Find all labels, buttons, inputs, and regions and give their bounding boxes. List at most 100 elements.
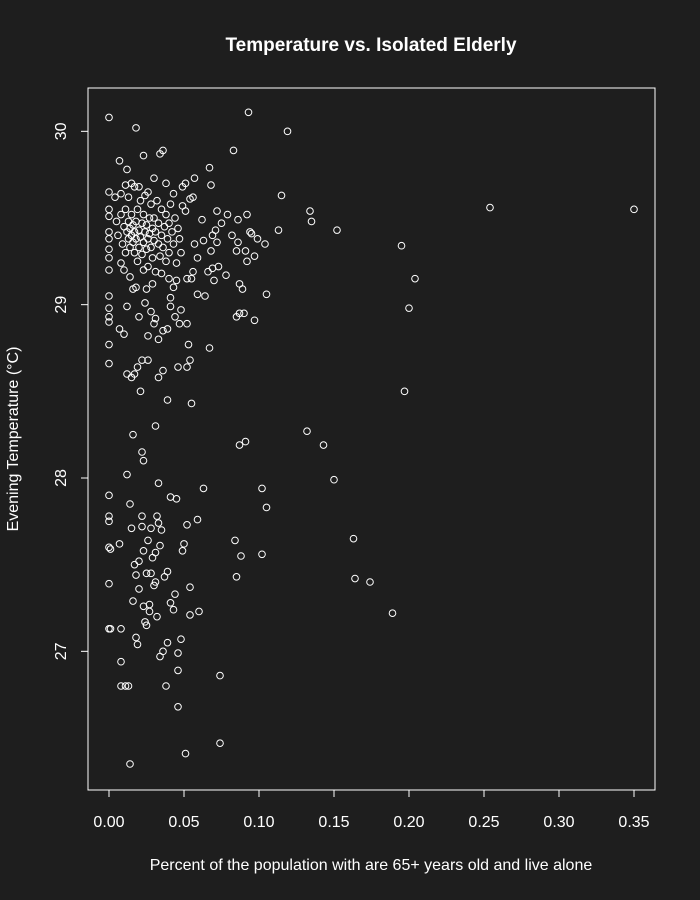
point bbox=[183, 521, 191, 529]
point bbox=[261, 240, 269, 248]
point bbox=[210, 276, 218, 285]
x-tick-label: 0.05 bbox=[168, 814, 199, 831]
point bbox=[166, 302, 175, 311]
point bbox=[132, 235, 140, 243]
point bbox=[148, 280, 157, 288]
point bbox=[139, 266, 148, 274]
point bbox=[165, 219, 173, 227]
point bbox=[303, 427, 311, 436]
point bbox=[105, 340, 113, 349]
point bbox=[141, 618, 149, 626]
point bbox=[144, 536, 152, 545]
point bbox=[165, 274, 173, 283]
point bbox=[147, 243, 155, 252]
point bbox=[229, 146, 238, 155]
point bbox=[132, 283, 140, 292]
point bbox=[250, 316, 259, 325]
point bbox=[120, 330, 128, 338]
point bbox=[142, 621, 151, 630]
point bbox=[198, 215, 206, 224]
point bbox=[117, 259, 125, 267]
point bbox=[150, 174, 158, 182]
point bbox=[163, 396, 172, 404]
point bbox=[253, 235, 262, 243]
point bbox=[121, 205, 130, 214]
point bbox=[400, 387, 409, 396]
point bbox=[247, 229, 256, 238]
point bbox=[147, 524, 155, 533]
point bbox=[151, 578, 160, 586]
point bbox=[208, 264, 217, 273]
point bbox=[115, 325, 124, 333]
point bbox=[117, 682, 125, 690]
point bbox=[228, 231, 236, 240]
point bbox=[118, 240, 127, 248]
point bbox=[153, 612, 161, 621]
point bbox=[153, 196, 161, 205]
point bbox=[157, 526, 166, 534]
point bbox=[168, 228, 176, 236]
point bbox=[145, 600, 154, 609]
point bbox=[163, 235, 172, 243]
point bbox=[190, 174, 199, 182]
point bbox=[129, 430, 137, 439]
point bbox=[154, 219, 163, 227]
point bbox=[216, 671, 224, 680]
point bbox=[154, 519, 163, 527]
point bbox=[283, 127, 292, 136]
point bbox=[159, 326, 167, 335]
point bbox=[135, 557, 143, 566]
y-tick-label: 29 bbox=[53, 296, 70, 314]
point bbox=[117, 625, 125, 633]
point bbox=[222, 271, 230, 280]
point bbox=[135, 585, 143, 593]
point bbox=[243, 257, 251, 266]
point bbox=[199, 236, 208, 245]
point bbox=[177, 635, 185, 644]
point bbox=[105, 313, 113, 321]
point bbox=[172, 259, 181, 267]
point bbox=[150, 214, 158, 222]
point bbox=[388, 609, 397, 618]
point bbox=[180, 540, 188, 548]
point bbox=[208, 231, 217, 240]
point bbox=[162, 179, 170, 188]
point bbox=[159, 366, 167, 375]
point bbox=[181, 749, 190, 758]
point bbox=[213, 207, 221, 215]
point bbox=[306, 207, 314, 215]
point bbox=[319, 441, 328, 449]
point bbox=[159, 243, 167, 252]
point bbox=[123, 165, 131, 174]
point bbox=[243, 210, 251, 219]
point bbox=[148, 254, 157, 262]
x-tick-label: 0.20 bbox=[393, 814, 424, 831]
point bbox=[117, 210, 125, 219]
point bbox=[105, 543, 113, 552]
point bbox=[175, 319, 184, 328]
point bbox=[150, 319, 158, 328]
point bbox=[133, 205, 142, 214]
point bbox=[169, 240, 178, 248]
point bbox=[121, 248, 130, 257]
point bbox=[105, 579, 113, 588]
point bbox=[351, 574, 359, 583]
point bbox=[262, 503, 271, 512]
point bbox=[135, 183, 143, 191]
point bbox=[186, 583, 194, 592]
point bbox=[135, 243, 143, 252]
point bbox=[105, 292, 113, 300]
point bbox=[397, 241, 406, 250]
y-tick-label: 28 bbox=[53, 469, 70, 487]
point bbox=[486, 203, 494, 212]
point bbox=[139, 456, 148, 465]
x-tick-label: 0.30 bbox=[543, 814, 574, 831]
point bbox=[169, 189, 178, 198]
point bbox=[232, 247, 241, 255]
point bbox=[169, 605, 178, 614]
point bbox=[121, 181, 130, 189]
point bbox=[213, 238, 221, 247]
point bbox=[258, 484, 266, 493]
point bbox=[136, 387, 145, 396]
point bbox=[132, 571, 140, 579]
